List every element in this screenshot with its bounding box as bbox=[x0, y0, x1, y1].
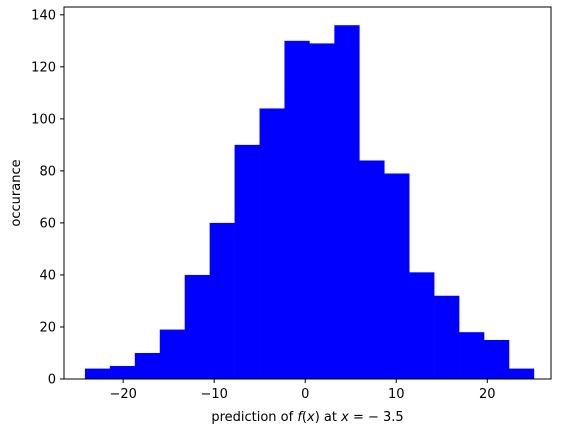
histogram-bar bbox=[134, 352, 161, 379]
y-tick-label: 40 bbox=[39, 268, 56, 283]
histogram-bar bbox=[334, 25, 360, 380]
x-tick-label: −20 bbox=[109, 387, 136, 402]
x-tick-label: 0 bbox=[301, 387, 309, 402]
y-tick-label: 140 bbox=[31, 8, 56, 23]
y-tick-label: 0 bbox=[48, 373, 56, 388]
x-axis-label-prefix: prediction of bbox=[211, 410, 297, 425]
histogram-bar bbox=[409, 272, 435, 379]
x-axis-label-mid: ) at bbox=[315, 410, 341, 425]
x-tick-label: 10 bbox=[388, 387, 405, 402]
histogram-bar bbox=[508, 368, 535, 379]
histogram-bars bbox=[84, 25, 535, 380]
y-tick-label: 100 bbox=[31, 112, 56, 127]
histogram-bar bbox=[109, 365, 136, 379]
y-tick-label: 20 bbox=[39, 320, 56, 335]
histogram-bar bbox=[259, 108, 285, 380]
y-axis-ticks: 0 20 40 60 80 100 120 140 bbox=[31, 8, 64, 388]
histogram-bar bbox=[84, 368, 111, 379]
histogram-bar bbox=[484, 339, 510, 379]
y-axis-label: occurance bbox=[9, 159, 24, 226]
histogram-bar bbox=[184, 274, 210, 379]
histogram-bar bbox=[359, 160, 385, 379]
y-tick-label: 60 bbox=[39, 216, 56, 231]
x-axis-label-open: ( bbox=[302, 410, 307, 425]
histogram-bar bbox=[309, 43, 335, 379]
histogram-bar bbox=[434, 295, 460, 379]
y-tick-label: 120 bbox=[31, 60, 56, 75]
histogram-bar bbox=[234, 144, 260, 379]
x-tick-label: 20 bbox=[479, 387, 496, 402]
x-axis-label-suffix: = − 3.5 bbox=[349, 410, 404, 425]
histogram-bar bbox=[384, 173, 410, 379]
y-tick-label: 80 bbox=[39, 164, 56, 179]
plot-frame bbox=[63, 6, 552, 380]
x-axis-label: prediction of f(x) at x = − 3.5 bbox=[211, 410, 403, 425]
x-axis-ticks: −20 −10 0 10 20 bbox=[109, 379, 496, 402]
histogram-bar bbox=[284, 40, 310, 380]
histogram-bar bbox=[459, 332, 485, 379]
x-axis-label-x: x bbox=[306, 410, 315, 425]
histogram-bar bbox=[209, 222, 235, 379]
x-axis-label-f: f bbox=[297, 410, 304, 425]
x-tick-label: −10 bbox=[200, 387, 227, 402]
histogram-bar bbox=[159, 329, 186, 379]
x-axis-label-x2: x bbox=[340, 410, 349, 425]
